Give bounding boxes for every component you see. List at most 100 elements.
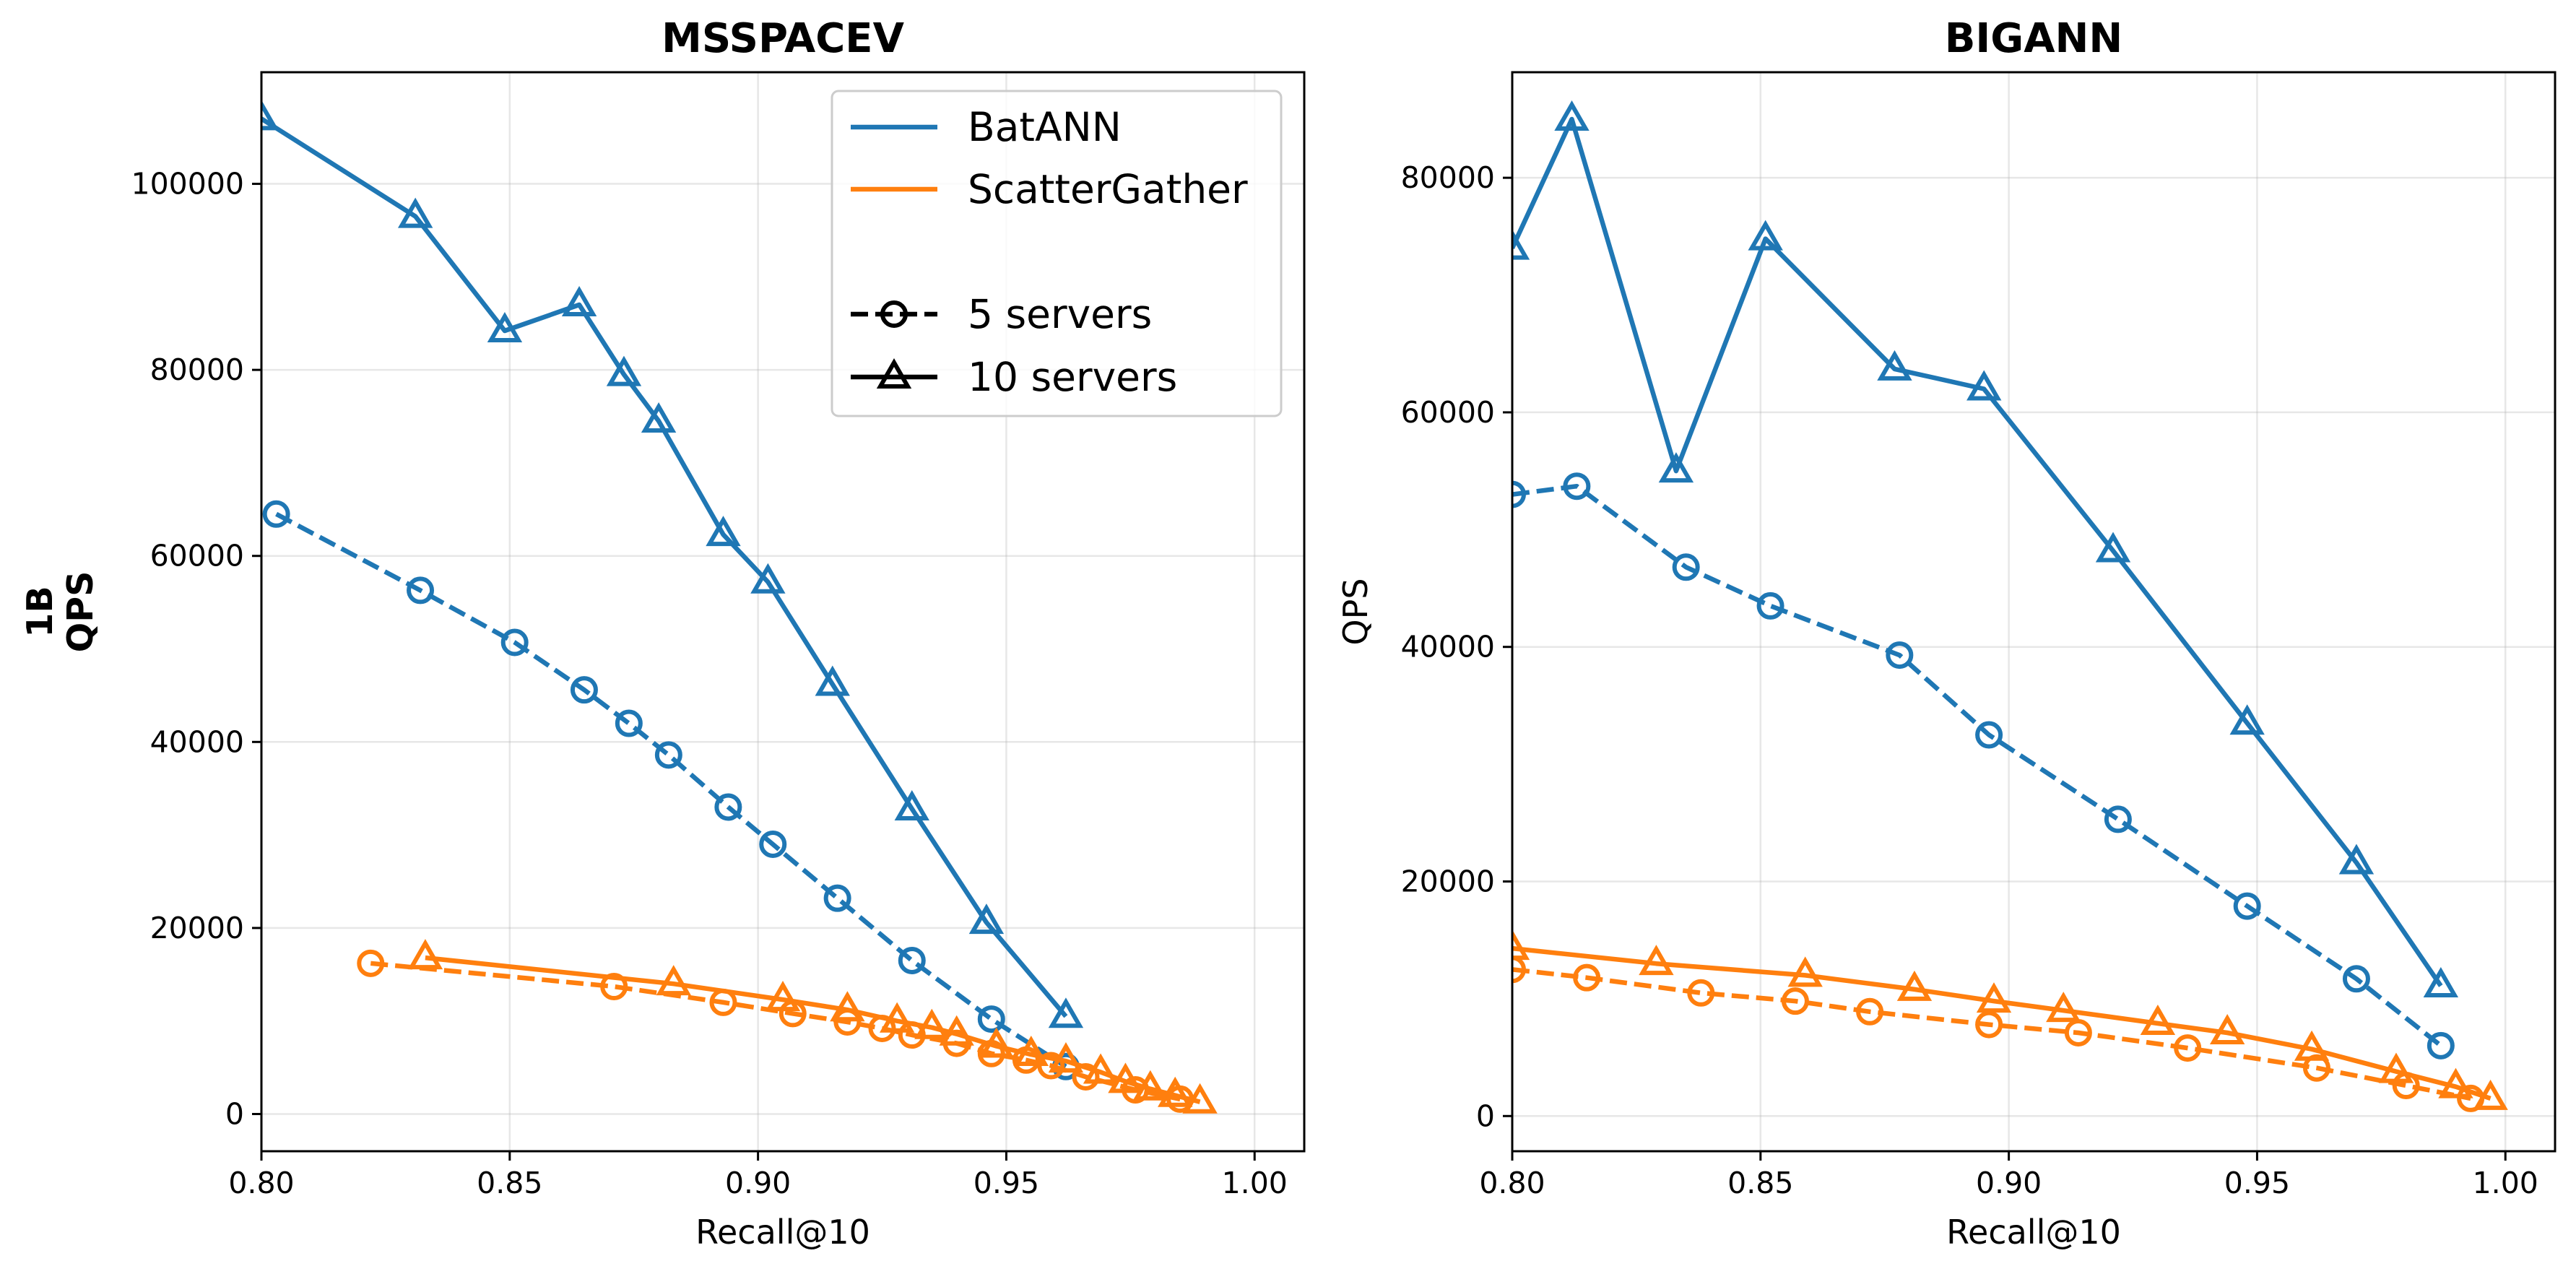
data-point-batann-10-servers (1966, 370, 2002, 401)
data-point-scattergather-5-servers (1512, 956, 1526, 984)
data-point-batann-5-servers (615, 709, 643, 737)
y-tick-label: 0 (1476, 1098, 1495, 1133)
data-point-scattergather-5-servers (2457, 1084, 2485, 1112)
data-point-scattergather-5-servers (1687, 979, 1715, 1007)
data-point-batann-10-servers (1658, 452, 1694, 483)
data-point-batann-10-servers (968, 904, 1005, 935)
data-point-scattergather-10-servers (1132, 1070, 1168, 1101)
y-tick-label: 0 (225, 1096, 244, 1131)
y-tick-label: 60000 (150, 539, 244, 573)
data-point-scattergather-10-servers (1512, 930, 1530, 961)
data-point-scattergather-5-servers (1856, 997, 1884, 1026)
data-point-scattergather-5-servers (1166, 1085, 1194, 1113)
data-point-scattergather-5-servers (2064, 1018, 2092, 1046)
series-line-batann-5-servers (275, 511, 1067, 1069)
data-point-scattergather-5-servers (1975, 1010, 2003, 1039)
data-point-batann-5-servers (977, 1005, 1005, 1034)
chart-panel-msspacev: 0.80 0.85 0.90 0.95 1.00 0 20000 40000 60000 800… (60, 15, 1306, 1252)
data-point-batann-5-servers (898, 946, 926, 974)
chart-title: BIGANN (1945, 15, 2123, 62)
data-point-batann-10-servers (561, 285, 597, 316)
data-point-scattergather-10-servers (2046, 992, 2081, 1023)
data-point-batann-5-servers (1975, 721, 2003, 749)
x-axis-label: Recall@10 (695, 1213, 870, 1252)
x-tick-label: 0.90 (725, 1166, 791, 1200)
data-point-scattergather-5-servers (942, 1029, 971, 1057)
data-point-batann-10-servers (1554, 100, 1590, 131)
data-point-batann-5-servers (2342, 965, 2370, 993)
x-ticks: 0.80 0.85 0.90 0.95 1.00 (1479, 1151, 2538, 1200)
y-tick-label: 40000 (1401, 630, 1495, 664)
data-point-scattergather-5-servers (1037, 1052, 1065, 1080)
data-point-scattergather-10-servers (1639, 945, 1674, 976)
x-ticks: 0.80 0.85 0.90 0.95 1.00 (228, 1151, 1288, 1200)
data-point-scattergather-5-servers (1072, 1062, 1100, 1091)
data-point-batann-10-servers (261, 100, 279, 131)
y-tick-label: 60000 (1401, 395, 1495, 430)
data-point-batann-10-servers (1877, 350, 1912, 381)
data-point-scattergather-5-servers (833, 1008, 862, 1036)
data-point-scattergather-5-servers (868, 1014, 896, 1042)
data-point-scattergather-5-servers (2302, 1054, 2330, 1082)
data-point-scattergather-5-servers (2174, 1034, 2202, 1062)
data-point-scattergather-5-servers (600, 973, 628, 1001)
data-point-scattergather-5-servers (898, 1021, 926, 1049)
plot-series (1512, 100, 2508, 1112)
data-point-batann-10-servers (1048, 997, 1084, 1028)
data-point-batann-5-servers (654, 741, 682, 769)
data-point-scattergather-10-servers (2438, 1067, 2473, 1098)
x-tick-label: 0.80 (1479, 1166, 1545, 1200)
data-point-batann-5-servers (2233, 892, 2261, 920)
data-point-scattergather-10-servers (2209, 1013, 2245, 1044)
series-line-batann-10-servers (1512, 116, 2443, 987)
data-point-batann-10-servers (2229, 704, 2265, 735)
data-point-scattergather-10-servers (1976, 982, 2012, 1013)
data-point-scattergather-5-servers (977, 1039, 1005, 1067)
data-point-batann-5-servers (1512, 480, 1526, 508)
series-line-scattergather-5-servers (1512, 967, 2471, 1101)
data-point-scattergather-5-servers (1122, 1075, 1150, 1104)
legend-label-scattergather: ScatterGather (968, 166, 1248, 212)
y-tick-label: 100000 (131, 167, 244, 202)
x-tick-label: 0.85 (477, 1166, 542, 1200)
data-point-batann-10-servers (815, 665, 850, 696)
x-tick-label: 1.00 (1222, 1166, 1288, 1200)
data-point-scattergather-5-servers (779, 1000, 807, 1028)
data-point-batann-10-servers (606, 355, 642, 386)
x-tick-label: 0.80 (228, 1166, 294, 1200)
data-point-batann-10-servers (487, 312, 523, 343)
plot-series (261, 100, 1218, 1114)
data-point-scattergather-10-servers (830, 991, 865, 1022)
data-point-batann-5-servers (1886, 641, 1914, 670)
y-tick-label: 80000 (1401, 160, 1495, 195)
data-point-batann-10-servers (894, 790, 929, 821)
data-point-batann-10-servers (1512, 229, 1530, 260)
y-axis-label: QPS (60, 571, 101, 653)
legend: BatANN ScatterGather 5 servers 10 server… (831, 90, 1283, 417)
data-point-batann-5-servers (2104, 805, 2132, 833)
y-ticks: 0 20000 40000 60000 80000 (1401, 160, 1512, 1133)
data-point-batann-10-servers (2338, 844, 2375, 875)
y-tick-label: 20000 (150, 911, 244, 945)
data-point-scattergather-5-servers (1012, 1046, 1040, 1074)
plot-frame (1511, 71, 2557, 1153)
legend-marker-triangle-icon (876, 358, 912, 389)
data-point-batann-5-servers (262, 500, 290, 528)
data-point-scattergather-5-servers (1573, 963, 1601, 992)
data-point-batann-10-servers (706, 516, 741, 547)
data-point-batann-5-servers (759, 830, 787, 858)
x-tick-label: 0.90 (1976, 1166, 2042, 1200)
y-ticks: 0 20000 40000 60000 80000 100000 (131, 167, 261, 1131)
data-point-batann-10-servers (2423, 967, 2459, 998)
y-axis-label: QPS (1336, 578, 1375, 645)
legend-label-5-servers: 5 servers (968, 291, 1152, 337)
chart-title: MSSPACEV (662, 15, 904, 62)
data-point-batann-5-servers (500, 628, 529, 656)
plot-frame (260, 71, 1306, 1153)
data-point-batann-5-servers (570, 676, 598, 704)
series-line-batann-5-servers (1512, 483, 2442, 1048)
y-tick-label: 40000 (150, 724, 244, 759)
data-point-batann-5-servers (823, 884, 851, 912)
data-point-scattergather-10-servers (1013, 1036, 1049, 1067)
